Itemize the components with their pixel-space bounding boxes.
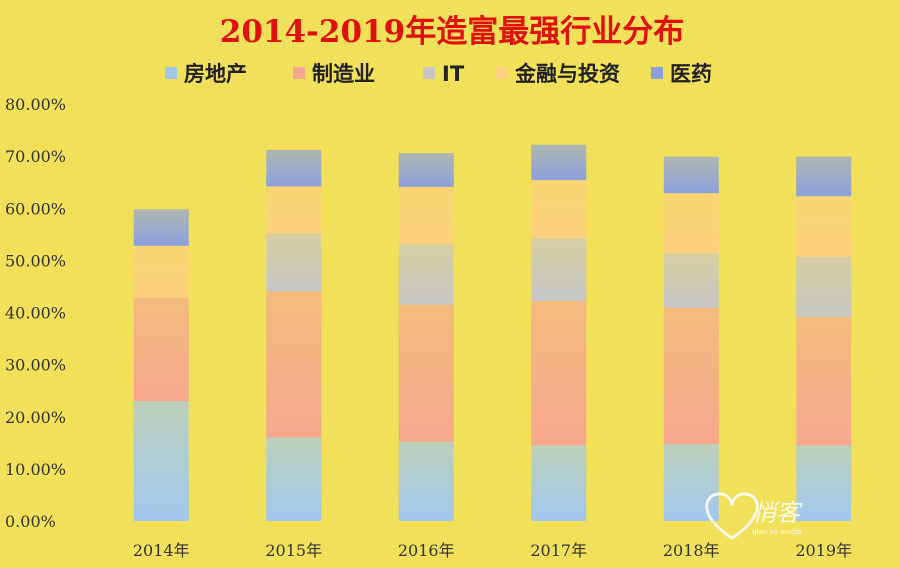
legend-swatch-房地产 — [165, 67, 177, 79]
bar-2018年-医药 — [663, 156, 719, 194]
bar-2017年-医药 — [531, 144, 587, 181]
x-tick-label: 2016年 — [398, 541, 455, 560]
bar-2018年-制造业 — [663, 307, 719, 444]
bar-2019年-金融与投资 — [796, 196, 852, 257]
x-axis: 2014年 2015年 2016年 2017年 2018年 2019年 — [133, 541, 852, 560]
legend-swatch-制造业 — [293, 67, 305, 79]
bars — [133, 144, 852, 521]
bar-2014年-医药 — [133, 209, 189, 246]
bar-2016年-金融与投资 — [398, 186, 454, 245]
bar-2016年-医药 — [398, 152, 454, 187]
legend-label-IT: IT — [442, 62, 465, 86]
heart-icon — [705, 492, 759, 540]
y-tick-label: 60.00% — [5, 199, 66, 218]
y-tick-label: 70.00% — [5, 147, 66, 166]
bar-2019年-制造业 — [796, 317, 852, 446]
legend-label-金融与投资: 金融与投资 — [514, 62, 620, 86]
bar-2017年-金融与投资 — [531, 180, 587, 239]
bar-2017年-IT — [531, 238, 587, 302]
x-tick-label: 2014年 — [133, 541, 190, 560]
watermark-logo: 悄客 qiao ke media — [705, 492, 803, 540]
watermark-subtext: qiao ke media — [752, 528, 802, 536]
bar-2015年-IT — [266, 233, 322, 292]
bar-2014年-制造业 — [133, 297, 189, 402]
x-tick-label: 2015年 — [265, 541, 322, 560]
x-tick-label: 2017年 — [530, 541, 587, 560]
watermark-text: 悄客 — [752, 499, 803, 527]
legend-swatch-医药 — [651, 67, 663, 79]
legend-label-制造业: 制造业 — [312, 62, 375, 86]
bar-2016年-制造业 — [398, 304, 454, 442]
y-tick-label: 20.00% — [5, 408, 66, 427]
bar-2018年-IT — [663, 253, 719, 308]
y-tick-label: 0.00% — [5, 512, 56, 531]
bar-2017年-制造业 — [531, 301, 587, 446]
bar-2014年-房地产 — [133, 401, 189, 521]
chart-title: 2014-2019年造富最强行业分布 — [220, 14, 684, 50]
y-axis: 0.00% 10.00% 20.00% 30.00% 40.00% 50.00% 60.00… — [5, 95, 66, 531]
bar-2019年-医药 — [796, 156, 852, 197]
bar-2015年-制造业 — [266, 291, 322, 438]
y-tick-label: 10.00% — [5, 460, 66, 479]
bar-2018年-房地产 — [663, 443, 719, 521]
y-tick-label: 80.00% — [5, 95, 66, 114]
legend: 房地产 制造业 IT 金融与投资 医药 — [165, 62, 712, 86]
legend-label-房地产: 房地产 — [184, 62, 247, 86]
legend-swatch-金融与投资 — [496, 67, 508, 79]
y-tick-label: 50.00% — [5, 251, 66, 270]
bar-2016年-房地产 — [398, 441, 454, 521]
y-tick-label: 40.00% — [5, 304, 66, 323]
bar-2015年-房地产 — [266, 437, 322, 521]
bar-2016年-IT — [398, 244, 454, 305]
y-tick-label: 30.00% — [5, 356, 66, 375]
bar-2019年-IT — [796, 256, 852, 318]
bar-2019年-房地产 — [796, 445, 852, 521]
legend-label-医药: 医药 — [670, 62, 712, 86]
bar-2017年-房地产 — [531, 445, 587, 521]
x-tick-label: 2018年 — [663, 541, 720, 560]
legend-swatch-IT — [423, 67, 435, 79]
bar-2014年-金融与投资 — [133, 245, 189, 298]
x-tick-label: 2019年 — [795, 541, 852, 560]
bar-2015年-金融与投资 — [266, 186, 322, 234]
bar-2018年-金融与投资 — [663, 193, 719, 254]
bar-2015年-医药 — [266, 149, 322, 187]
